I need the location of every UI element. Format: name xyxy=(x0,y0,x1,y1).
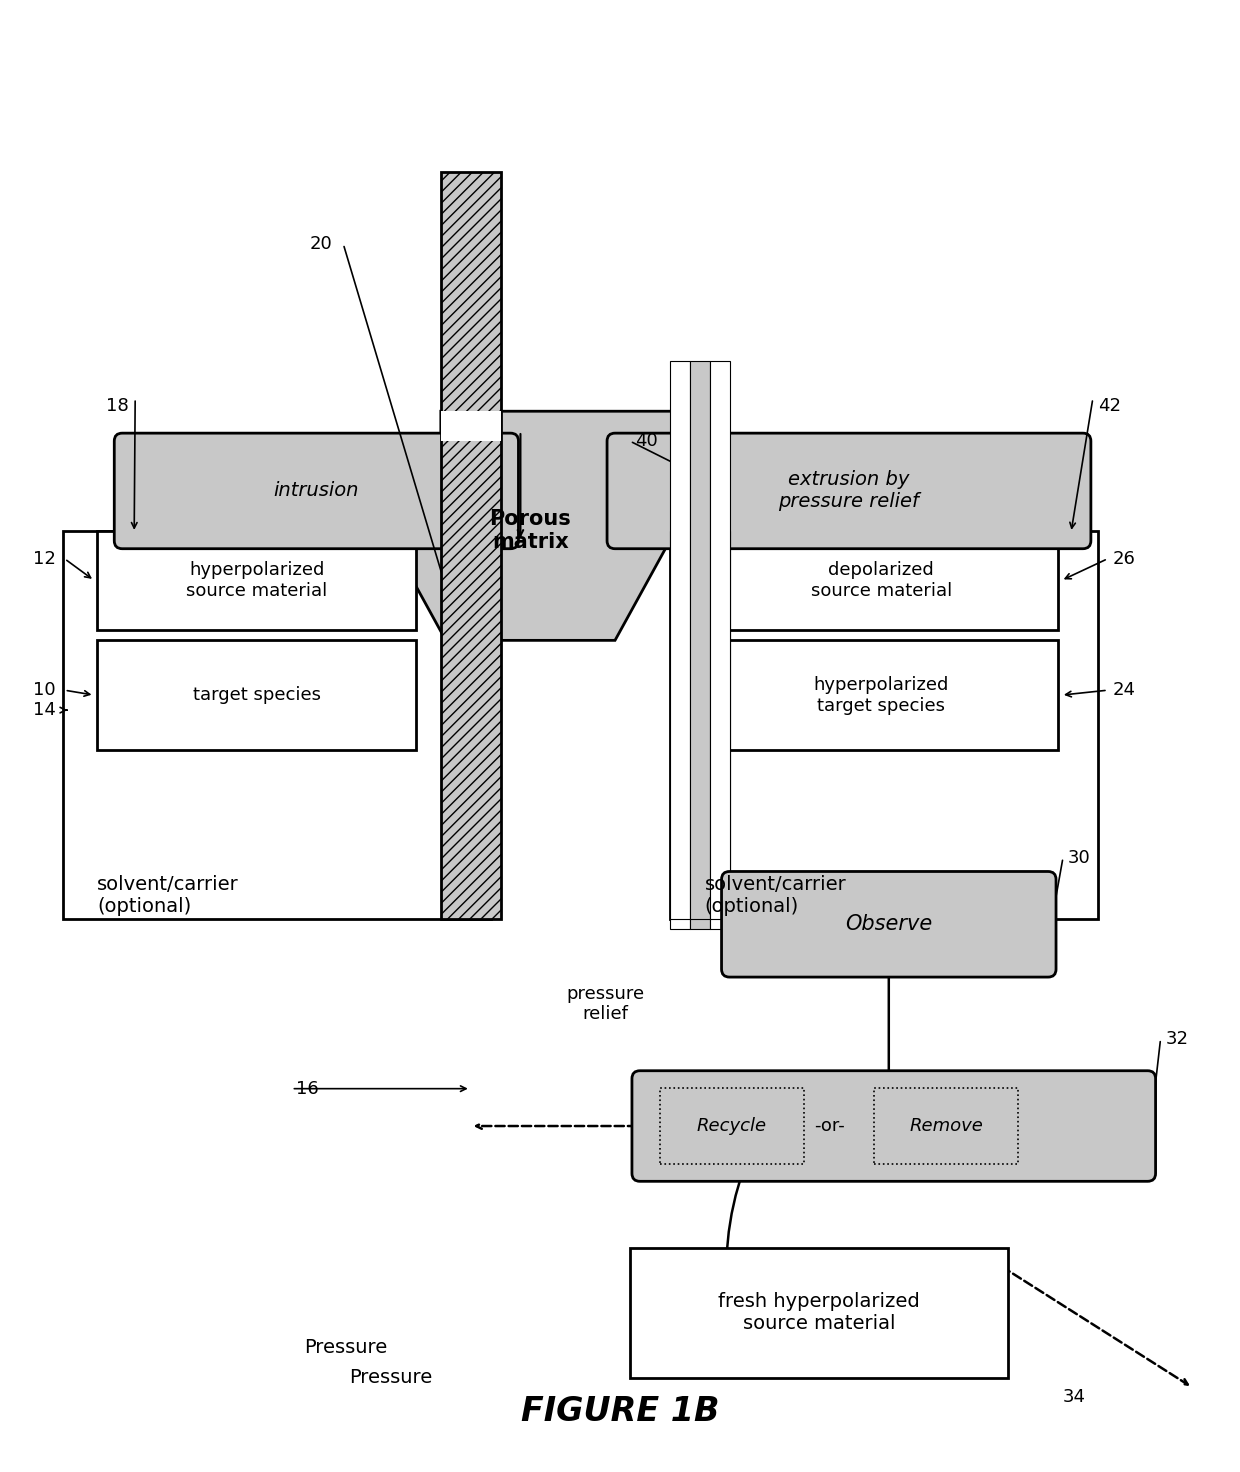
Bar xyxy=(440,172,501,920)
Text: solvent/carrier: solvent/carrier xyxy=(98,876,239,895)
Bar xyxy=(670,362,689,920)
Text: fresh hyperpolarized
source material: fresh hyperpolarized source material xyxy=(718,1292,920,1334)
Text: Observe: Observe xyxy=(846,914,932,935)
Text: 20: 20 xyxy=(310,236,332,253)
Bar xyxy=(670,531,689,929)
Bar xyxy=(689,362,709,920)
Text: Recycle: Recycle xyxy=(697,1117,768,1135)
Text: pressure
relief: pressure relief xyxy=(565,985,644,1023)
FancyBboxPatch shape xyxy=(632,1070,1156,1182)
Polygon shape xyxy=(391,411,729,640)
Bar xyxy=(660,1088,805,1164)
Text: (optional): (optional) xyxy=(98,898,192,916)
Text: 40: 40 xyxy=(635,433,657,450)
Bar xyxy=(440,411,501,442)
Bar xyxy=(670,531,1097,920)
Text: 18: 18 xyxy=(105,397,129,415)
FancyBboxPatch shape xyxy=(722,871,1056,977)
Text: hyperpolarized
target species: hyperpolarized target species xyxy=(813,676,949,714)
Text: 30: 30 xyxy=(1068,848,1091,867)
Text: 26: 26 xyxy=(1112,549,1136,568)
Bar xyxy=(689,531,709,929)
Text: 10: 10 xyxy=(33,682,56,699)
Text: 16: 16 xyxy=(296,1079,319,1098)
Text: (optional): (optional) xyxy=(704,898,799,916)
Text: solvent/carrier: solvent/carrier xyxy=(704,876,847,895)
Bar xyxy=(62,531,491,920)
Text: hyperpolarized
source material: hyperpolarized source material xyxy=(186,561,327,601)
Bar xyxy=(98,531,415,630)
Text: depolarized
source material: depolarized source material xyxy=(811,561,952,601)
Text: FIGURE 1B: FIGURE 1B xyxy=(521,1395,719,1428)
Text: -or-: -or- xyxy=(813,1117,844,1135)
Text: 34: 34 xyxy=(1063,1388,1086,1406)
Bar xyxy=(704,531,1058,630)
Text: intrusion: intrusion xyxy=(274,481,360,500)
Text: Remove: Remove xyxy=(909,1117,983,1135)
Text: 14: 14 xyxy=(33,701,56,720)
Text: 12: 12 xyxy=(33,549,56,568)
Bar xyxy=(704,640,1058,749)
Text: 42: 42 xyxy=(1097,397,1121,415)
Bar xyxy=(874,1088,1018,1164)
Bar xyxy=(709,531,729,929)
FancyBboxPatch shape xyxy=(608,433,1091,549)
Bar xyxy=(98,640,415,749)
Bar xyxy=(709,362,729,920)
Text: Pressure: Pressure xyxy=(305,1338,388,1357)
Text: Porous
matrix: Porous matrix xyxy=(490,509,572,552)
Text: Pressure: Pressure xyxy=(350,1367,433,1387)
Text: extrusion by
pressure relief: extrusion by pressure relief xyxy=(779,471,919,511)
FancyBboxPatch shape xyxy=(114,433,518,549)
Bar xyxy=(630,1248,1008,1378)
Text: 32: 32 xyxy=(1166,1030,1189,1048)
Text: target species: target species xyxy=(192,686,321,704)
Text: 24: 24 xyxy=(1112,682,1136,699)
